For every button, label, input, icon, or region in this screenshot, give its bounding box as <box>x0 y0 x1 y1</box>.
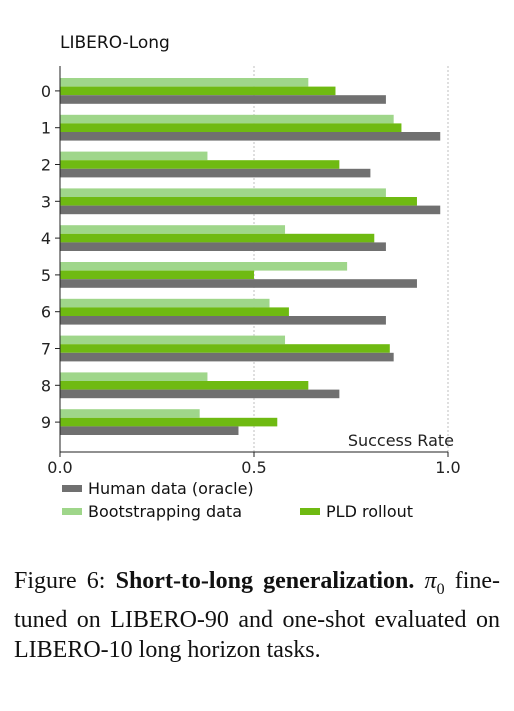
bar-bootstrapping-data-9 <box>60 409 200 418</box>
bar-pld-rollout-6 <box>60 307 289 316</box>
y-tick-label-7: 7 <box>41 340 51 359</box>
legend-swatch-bootstrapping-data <box>62 508 82 515</box>
y-tick-label-4: 4 <box>41 229 51 248</box>
bar-pld-rollout-7 <box>60 344 390 353</box>
bar-human-data-oracle--2 <box>60 168 371 178</box>
figure-label: Figure 6: <box>14 568 106 594</box>
legend: Human data (oracle) Bootstrapping data PLD… <box>62 479 413 521</box>
bar-bootstrapping-data-7 <box>60 335 286 345</box>
x-tick-label-1: 0.5 <box>241 458 266 477</box>
x-tick-labels: 0.0 0.5 1.0 <box>47 452 461 477</box>
bar-human-data-oracle--3 <box>60 205 441 215</box>
x-axis-label: Success Rate <box>348 431 454 450</box>
bars <box>60 78 441 435</box>
bar-human-data-oracle--0 <box>60 95 386 104</box>
bar-pld-rollout-4 <box>60 233 375 243</box>
bar-bootstrapping-data-6 <box>60 298 270 308</box>
y-tick-label-6: 6 <box>41 303 51 322</box>
bar-bootstrapping-data-8 <box>60 372 208 381</box>
bar-human-data-oracle--6 <box>60 316 386 325</box>
y-tick-label-5: 5 <box>41 266 51 285</box>
caption-math-symbol: π0 <box>424 568 445 598</box>
bar-pld-rollout-1 <box>60 123 402 132</box>
legend-swatch-human-data-oracle- <box>62 485 82 492</box>
bar-bootstrapping-data-3 <box>60 188 386 197</box>
bar-bootstrapping-data-4 <box>60 225 286 234</box>
bar-human-data-oracle--5 <box>60 279 417 288</box>
x-tick-label-2: 1.0 <box>435 458 460 477</box>
x-tick-label-0: 0.0 <box>47 458 72 477</box>
y-tick-label-2: 2 <box>41 156 51 175</box>
bar-human-data-oracle--4 <box>60 242 386 251</box>
legend-label-human-data-oracle-: Human data (oracle) <box>88 479 254 498</box>
figure-caption: Figure 6: Short-to-long generalization. … <box>14 566 500 665</box>
y-tick-label-8: 8 <box>41 376 51 395</box>
chart-title: LIBERO-Long <box>60 33 170 53</box>
y-tick-labels: 0 1 2 3 4 5 6 7 8 9 <box>41 82 60 432</box>
legend-swatch-pld-rollout <box>300 508 320 515</box>
bar-bootstrapping-data-2 <box>60 151 208 161</box>
caption-bold-title: Short-to-long generalization. <box>115 568 415 594</box>
bar-pld-rollout-9 <box>60 417 278 427</box>
bar-human-data-oracle--7 <box>60 352 394 362</box>
legend-label-pld-rollout: PLD rollout <box>326 502 413 521</box>
legend-label-bootstrapping-data: Bootstrapping data <box>88 502 242 521</box>
caption-body-text: fine-tuned on LIBERO-90 and one-shot eva… <box>14 568 501 663</box>
bar-bootstrapping-data-0 <box>60 78 309 87</box>
bar-chart: 0 1 2 3 4 5 6 7 8 9 0.0 0.5 1.0 LIBERO-Long Success… <box>41 33 461 521</box>
bar-pld-rollout-0 <box>60 86 336 96</box>
bar-human-data-oracle--1 <box>60 132 441 141</box>
bar-pld-rollout-8 <box>60 381 309 390</box>
bar-pld-rollout-2 <box>60 160 340 169</box>
bar-bootstrapping-data-1 <box>60 114 394 124</box>
bar-human-data-oracle--9 <box>60 426 239 435</box>
y-tick-label-0: 0 <box>41 82 51 101</box>
y-tick-label-3: 3 <box>41 192 51 211</box>
y-tick-label-1: 1 <box>41 119 51 138</box>
bar-human-data-oracle--8 <box>60 389 340 399</box>
bar-bootstrapping-data-5 <box>60 262 348 271</box>
bar-pld-rollout-5 <box>60 270 254 280</box>
bar-pld-rollout-3 <box>60 197 417 206</box>
y-tick-label-9: 9 <box>41 413 51 432</box>
